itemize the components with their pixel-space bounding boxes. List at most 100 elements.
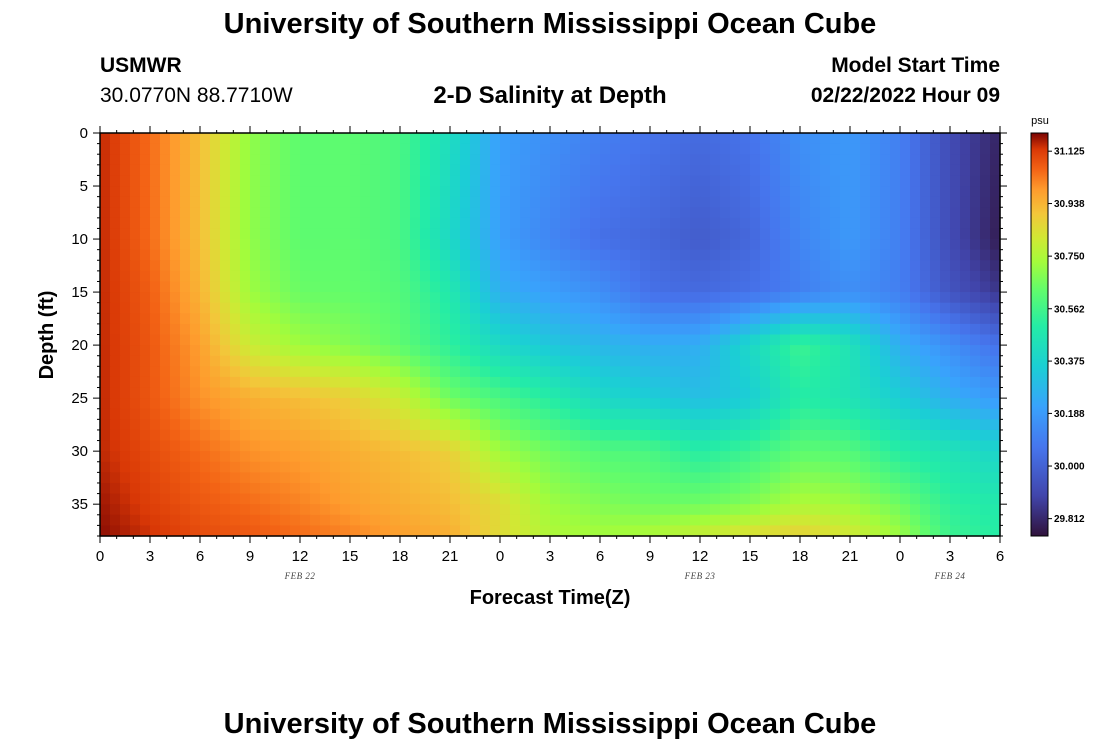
heatmap-cell — [880, 133, 891, 145]
heatmap-cell — [720, 302, 731, 314]
heatmap-cell — [840, 292, 851, 304]
heatmap-cell — [590, 398, 601, 410]
heatmap-cell — [570, 228, 581, 240]
heatmap-cell — [650, 408, 661, 420]
heatmap-cell — [800, 514, 811, 526]
heatmap-cell — [270, 313, 281, 325]
heatmap-cell — [970, 207, 981, 219]
heatmap-cell — [330, 429, 341, 442]
heatmap-cell — [330, 239, 341, 251]
heatmap-cell — [800, 143, 811, 155]
heatmap-cell — [770, 281, 781, 293]
heatmap-cell — [870, 260, 881, 272]
heatmap-cell — [900, 355, 911, 367]
heatmap-cell — [230, 143, 241, 155]
heatmap-cell — [680, 482, 691, 495]
x-tick-label: 12 — [692, 548, 709, 565]
heatmap-cell — [340, 175, 351, 187]
heatmap-cell — [560, 292, 571, 304]
heatmap-cell — [710, 175, 721, 187]
heatmap-cell — [320, 186, 331, 198]
heatmap-cell — [170, 429, 181, 442]
heatmap-cell — [480, 302, 491, 314]
heatmap-cell — [640, 260, 651, 272]
heatmap-cell — [750, 376, 761, 389]
heatmap-cell — [960, 323, 971, 336]
heatmap-cell — [990, 451, 1001, 463]
heatmap-cell — [400, 143, 411, 155]
heatmap-cell — [180, 355, 191, 367]
heatmap-cell — [790, 376, 801, 389]
heatmap-cell — [400, 186, 411, 198]
heatmap-cell — [430, 239, 441, 251]
heatmap-cell — [470, 482, 481, 495]
heatmap-cell — [580, 228, 591, 240]
heatmap-cell — [440, 334, 451, 346]
heatmap-cell — [380, 387, 391, 399]
heatmap-cell — [160, 504, 171, 516]
heatmap-cell — [160, 143, 171, 155]
heatmap-cell — [720, 334, 731, 346]
heatmap-cell — [750, 429, 761, 442]
heatmap-cell — [920, 313, 931, 325]
heatmap-cell — [860, 514, 871, 526]
heatmap-cell — [660, 302, 671, 314]
heatmap-cell — [630, 472, 641, 484]
heatmap-cell — [110, 376, 121, 389]
heatmap-cell — [280, 313, 291, 325]
heatmap-cell — [170, 398, 181, 410]
heatmap-cell — [780, 408, 791, 420]
heatmap-cell — [170, 472, 181, 484]
heatmap-cell — [910, 281, 921, 293]
heatmap-cell — [970, 249, 981, 261]
heatmap-cell — [310, 281, 321, 293]
heatmap-cell — [620, 196, 631, 208]
heatmap-cell — [810, 345, 821, 357]
heatmap-cell — [420, 525, 431, 537]
heatmap-cell — [600, 313, 611, 325]
heatmap-cell — [280, 228, 291, 240]
heatmap-cell — [760, 281, 771, 293]
heatmap-cell — [460, 429, 471, 442]
heatmap-cell — [110, 281, 121, 293]
heatmap-cell — [110, 175, 121, 187]
heatmap-cell — [600, 239, 611, 251]
heatmap-cell — [740, 525, 751, 537]
heatmap-cell — [430, 217, 441, 230]
heatmap-cell — [150, 429, 161, 442]
heatmap-cell — [680, 292, 691, 304]
heatmap-cell — [160, 186, 171, 198]
heatmap-cell — [630, 302, 641, 314]
heatmap-cell — [830, 217, 841, 230]
heatmap-cell — [100, 525, 111, 537]
heatmap-cell — [450, 408, 461, 420]
heatmap-cell — [520, 408, 531, 420]
heatmap-cell — [490, 525, 501, 537]
heatmap-cell — [530, 525, 541, 537]
heatmap-cell — [120, 270, 131, 283]
heatmap-cell — [770, 451, 781, 463]
heatmap-cell — [510, 249, 521, 261]
heatmap-cell — [640, 270, 651, 283]
heatmap-cell — [970, 270, 981, 283]
heatmap-cell — [870, 249, 881, 261]
heatmap-cell — [720, 239, 731, 251]
heatmap-cell — [980, 186, 991, 198]
heatmap-cell — [990, 154, 1001, 166]
heatmap-cell — [910, 451, 921, 463]
heatmap-cell — [460, 154, 471, 166]
heatmap-cell — [330, 493, 341, 505]
heatmap-cell — [540, 154, 551, 166]
heatmap-cell — [990, 398, 1001, 410]
heatmap-cell — [870, 387, 881, 399]
heatmap-cell — [720, 429, 731, 442]
heatmap-cell — [450, 472, 461, 484]
heatmap-cell — [600, 451, 611, 463]
heatmap-cell — [930, 164, 941, 177]
heatmap-cell — [120, 207, 131, 219]
heatmap-cell — [380, 217, 391, 230]
heatmap-cell — [990, 270, 1001, 283]
heatmap-cell — [110, 270, 121, 283]
heatmap-cell — [810, 355, 821, 367]
heatmap-cell — [590, 260, 601, 272]
